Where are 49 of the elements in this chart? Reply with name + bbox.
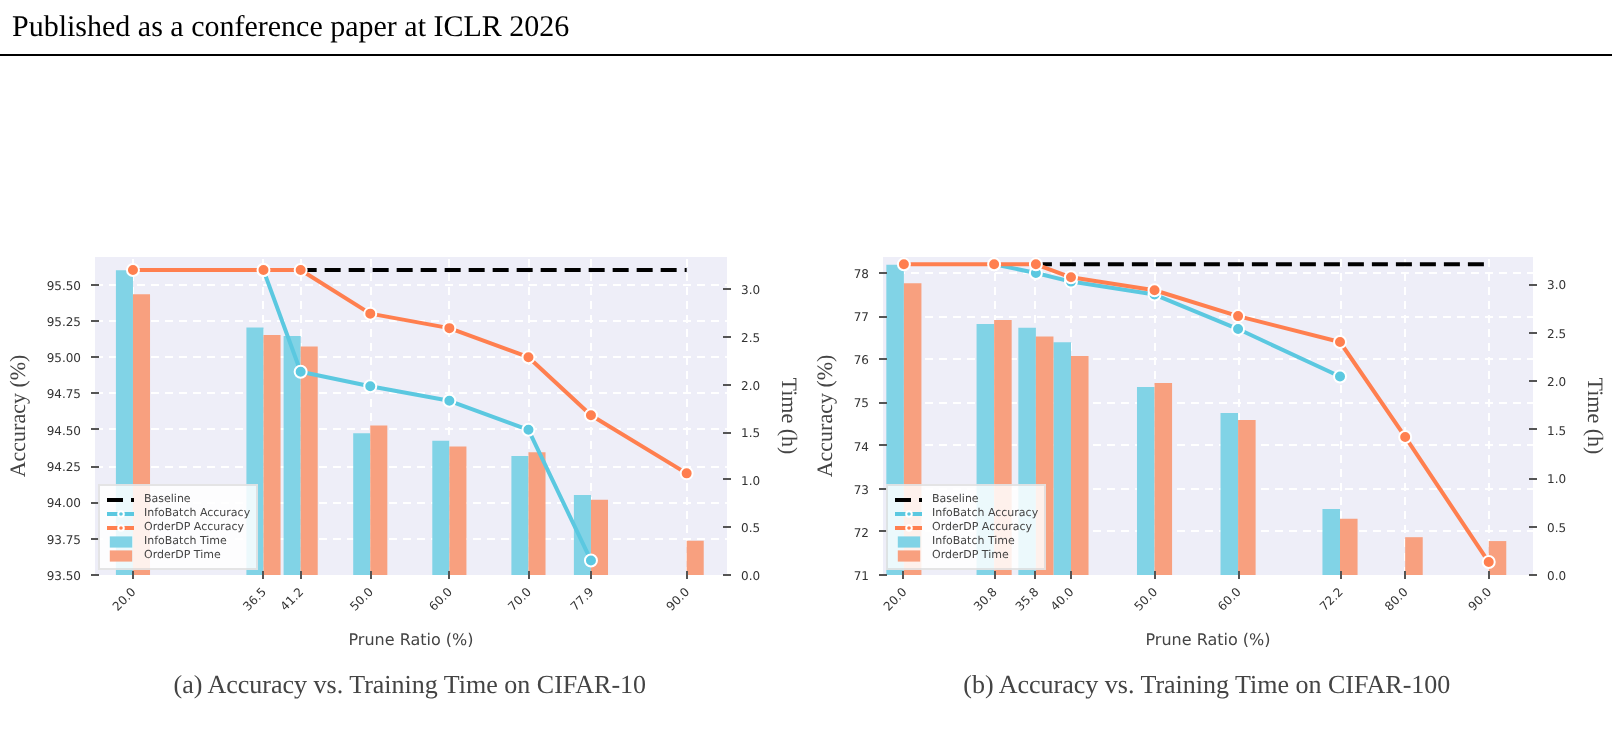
bar [283,336,301,575]
bar [300,346,318,575]
bar [1238,419,1256,575]
bar [1322,509,1341,575]
point [363,379,378,394]
point [442,393,457,408]
point [679,466,694,481]
point [521,350,536,365]
y2-axis-title: Time (h) [1582,377,1607,456]
point [583,408,598,423]
text: (b) Accuracy vs. Training Time on CIFAR-100 [963,669,1451,699]
point [363,306,378,321]
point [293,364,308,379]
bar [449,446,467,575]
point [125,263,140,278]
point [583,553,598,568]
bar [1053,342,1071,575]
point [1333,369,1348,384]
bar [263,335,281,575]
bar [353,433,371,575]
point [442,321,457,336]
text: (a) Accuracy vs. Training Time on CIFAR-10 [173,669,647,699]
point [1481,555,1496,570]
point [1231,309,1246,324]
bar [590,499,609,575]
bar [432,440,450,575]
y-axis-title: Accuracy (%) [6,353,31,478]
text: Published as a conference paper at ICLR 2026 [12,10,570,48]
bar [1340,518,1358,575]
x-axis-title: Prune Ratio (%) [1145,630,1271,649]
point [1398,429,1413,444]
bar [1220,413,1239,575]
bar [1405,537,1423,575]
x-axis-title: Prune Ratio (%) [348,630,474,649]
point [1333,335,1348,349]
bar [1136,386,1155,575]
bar [370,425,388,575]
y-axis-title: Accuracy (%) [813,353,838,478]
y2-axis-title: Time (h) [776,377,801,456]
point [521,422,536,437]
point [1028,257,1043,272]
point [1231,322,1246,337]
point [293,263,308,278]
point [896,257,911,272]
bar [1154,383,1173,575]
bar [686,540,704,575]
bar [511,455,529,575]
bar [1070,355,1089,575]
bar [528,452,546,575]
